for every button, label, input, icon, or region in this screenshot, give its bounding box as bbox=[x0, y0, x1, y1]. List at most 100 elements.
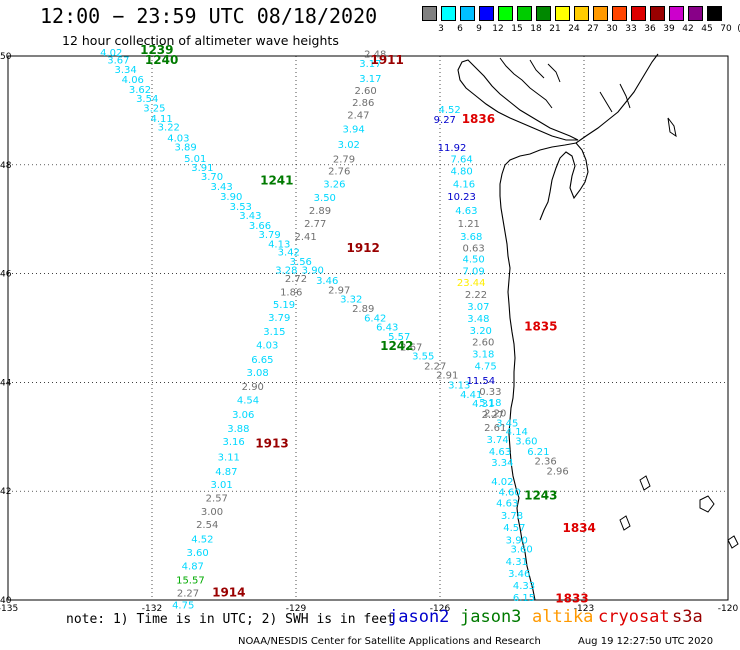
wave-height-value: 4.75 bbox=[172, 601, 194, 612]
wave-height-value: 3.46 bbox=[508, 569, 530, 580]
wave-height-value: 4.87 bbox=[215, 467, 237, 478]
lat-tick-label: 42 bbox=[0, 487, 11, 497]
wave-height-value: 3.42 bbox=[278, 248, 300, 259]
lat-tick-label: 48 bbox=[0, 161, 12, 171]
wave-height-value: 3.90 bbox=[302, 266, 324, 277]
wave-height-value: 0.33 bbox=[479, 387, 501, 398]
wave-height-value: 3.79 bbox=[258, 230, 280, 241]
legend-label: 15 bbox=[511, 24, 523, 34]
wave-height-value: 2.89 bbox=[352, 304, 374, 315]
legend-label: 27 bbox=[587, 24, 599, 34]
lon-tick-label: -129 bbox=[286, 604, 307, 614]
wave-height-value: 3.11 bbox=[218, 453, 240, 464]
legend-swatch bbox=[574, 6, 589, 21]
lat-tick-label: 50 bbox=[0, 52, 12, 62]
wave-height-value: 3.46 bbox=[316, 276, 338, 287]
wave-height-value: 3.88 bbox=[227, 424, 249, 435]
legend-label: 45 bbox=[701, 24, 713, 34]
wave-height-value: 3.26 bbox=[323, 180, 345, 191]
wave-height-value: 4.03 bbox=[167, 133, 189, 144]
legend-label: 12 bbox=[492, 24, 504, 34]
wave-height-value: 11.54 bbox=[466, 376, 495, 387]
wave-height-value: 3.74 bbox=[486, 435, 508, 446]
wave-height-value: 3.43 bbox=[239, 211, 261, 222]
wave-height-value: 3.01 bbox=[210, 480, 232, 491]
generated-timestamp: Aug 19 12:27:50 UTC 2020 bbox=[578, 636, 714, 647]
wave-height-value: 4.06 bbox=[122, 75, 144, 86]
pass-id-label: 1239 bbox=[140, 43, 173, 57]
wave-height-value: 6.65 bbox=[251, 355, 273, 366]
wave-height-value: 4.87 bbox=[182, 562, 204, 573]
wave-height-value: 3.66 bbox=[249, 221, 271, 232]
wave-height-value: 15.57 bbox=[176, 576, 205, 587]
legend-swatch bbox=[669, 6, 684, 21]
wave-height-value: 3.18 bbox=[472, 349, 494, 360]
wave-height-value: 4.52 bbox=[191, 534, 213, 545]
wave-height-value: 10.23 bbox=[447, 192, 476, 203]
wave-height-value: 2.79 bbox=[333, 155, 355, 166]
map-frame bbox=[7, 55, 729, 601]
coastline-puget-sound bbox=[539, 142, 589, 221]
pass-id-label: 1834 bbox=[562, 521, 595, 535]
coastline-lake-5 bbox=[619, 515, 631, 531]
wave-height-value: 4.33 bbox=[513, 581, 535, 592]
wave-height-value: 5.57 bbox=[388, 332, 410, 343]
legend-swatch bbox=[707, 6, 722, 21]
wave-height-value: 4.57 bbox=[503, 523, 525, 534]
wave-height-value: 6.21 bbox=[527, 447, 549, 458]
wave-height-value: 2.67 bbox=[400, 342, 422, 353]
lon-tick-label: -135 bbox=[0, 604, 18, 614]
lat-lon-grid: 50 48 46 44 42 40-135 -132 -129 -126 -123 -120 bbox=[0, 52, 738, 614]
wave-height-value: 3.79 bbox=[268, 313, 290, 324]
coastline-mainland bbox=[499, 142, 577, 601]
legend-swatch bbox=[479, 6, 494, 21]
wave-height-value: 4.41 bbox=[460, 390, 482, 401]
wave-height-value: 2.20 bbox=[484, 409, 506, 420]
legend-label: 70 bbox=[720, 24, 732, 34]
legend-label: 33 bbox=[625, 24, 637, 34]
legend-swatch bbox=[517, 6, 532, 21]
lat-tick-label: 44 bbox=[0, 378, 12, 388]
wave-height-value: 3.00 bbox=[201, 507, 223, 518]
wave-height-value: 0.63 bbox=[462, 243, 484, 254]
wave-height-value: 4.63 bbox=[455, 206, 477, 217]
wave-height-value: 3.55 bbox=[412, 352, 434, 363]
wave-height-value: 4.50 bbox=[462, 255, 484, 266]
wave-height-value: 2.61 bbox=[484, 423, 506, 434]
lon-tick-label: -132 bbox=[142, 604, 162, 614]
footnote: note: 1) Time is in UTC; 2) SWH is in fe… bbox=[66, 612, 395, 627]
wave-height-value: 2.54 bbox=[196, 520, 218, 531]
wave-height-value: 4.75 bbox=[474, 361, 496, 372]
pass-id-label: 1835 bbox=[524, 320, 557, 334]
wave-height-value: 4.80 bbox=[450, 167, 472, 178]
wave-height-value: 3.68 bbox=[460, 232, 482, 243]
pass-id-label: 1243 bbox=[524, 488, 557, 502]
wave-height-value: 3.56 bbox=[290, 257, 312, 268]
satellite-name-cryosat: cryosat bbox=[598, 607, 670, 627]
credit-text: NOAA/NESDIS Center for Satellite Applica… bbox=[238, 636, 541, 647]
wave-height-value: 3.48 bbox=[467, 314, 489, 325]
wave-height-value: 2.57 bbox=[206, 494, 228, 505]
wave-height-value: 2.72 bbox=[285, 274, 307, 285]
wave-height-value: 3.06 bbox=[232, 410, 254, 421]
wave-height-value: 2.41 bbox=[294, 232, 316, 243]
wave-height-value: 5.01 bbox=[184, 154, 206, 165]
wave-height-value: 2.22 bbox=[465, 290, 487, 301]
wave-height-value: 4.13 bbox=[268, 239, 290, 250]
wave-height-value: 3.91 bbox=[191, 163, 213, 174]
wave-height-value: 2.97 bbox=[328, 286, 350, 297]
legend-label: 42 bbox=[682, 24, 694, 34]
wave-height-value: 3.25 bbox=[143, 103, 165, 114]
wave-height-value: 3.50 bbox=[314, 193, 336, 204]
wave-height-value: 3.13 bbox=[448, 380, 470, 391]
satellite-name-s3a: s3a bbox=[672, 607, 703, 627]
wave-height-value: 3.43 bbox=[210, 182, 232, 193]
wave-height-value: 2.90 bbox=[242, 382, 264, 393]
wave-height-value: 3.34 bbox=[491, 458, 513, 469]
wave-height-value: 3.90 bbox=[506, 535, 528, 546]
wave-height-value: 4.16 bbox=[453, 180, 475, 191]
lon-tick-label: -120 bbox=[718, 604, 739, 614]
legend-swatch bbox=[422, 6, 437, 21]
wave-height-value: 2.27 bbox=[482, 410, 504, 421]
coastline-lake-2 bbox=[699, 495, 715, 513]
